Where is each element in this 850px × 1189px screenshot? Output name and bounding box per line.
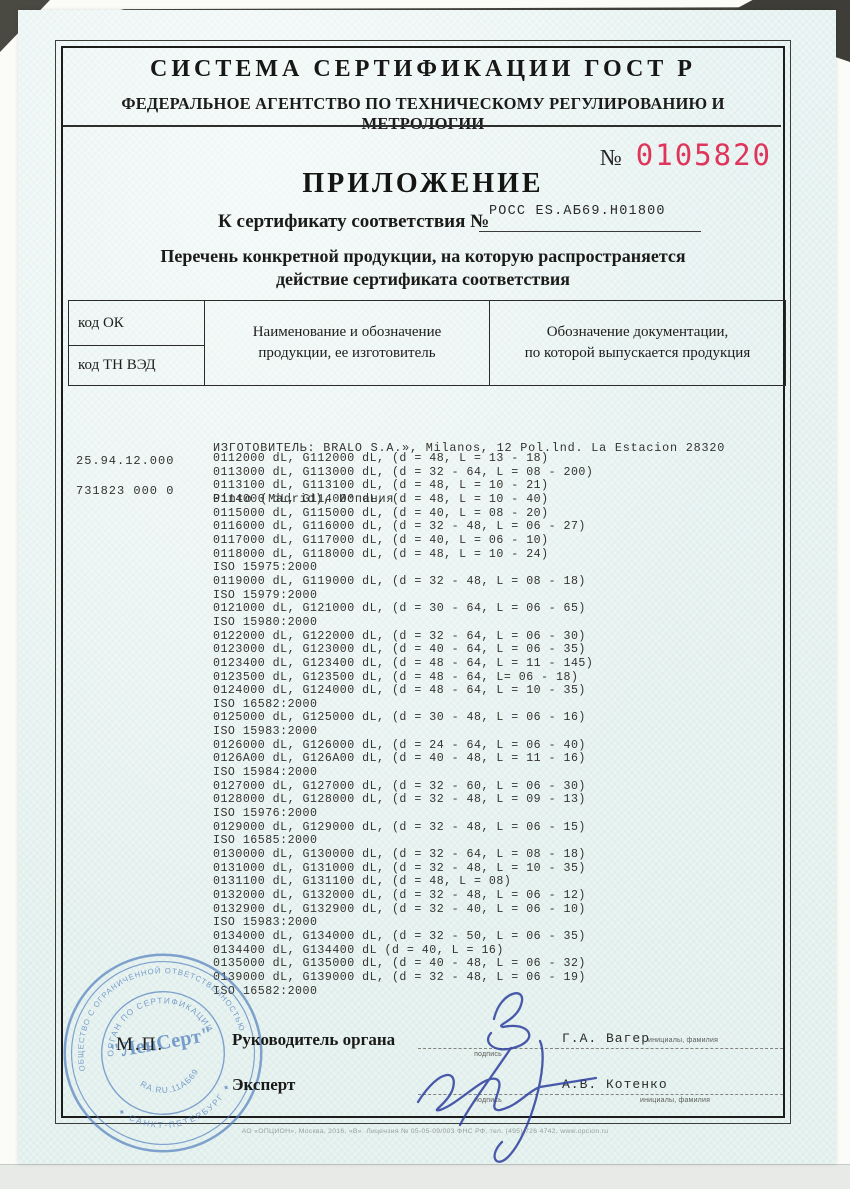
name-line-row1	[556, 1048, 783, 1049]
product-line: ISO 16582:2000	[213, 697, 318, 711]
ok-code-value: 25.94.12.000	[76, 454, 175, 468]
printing-house-imprint: АО «ОПЦИОН», Москва, 2016, «В». Лицензия…	[241, 1128, 609, 1135]
certificate-page	[18, 10, 836, 1164]
signature-stroke-head	[486, 992, 531, 1051]
agency-name: ФЕДЕРАЛЬНОЕ АГЕНТСТВО ПО ТЕХНИЧЕСКОМУ РЕ…	[121, 94, 725, 133]
product-line: 0123000 dL, G123000 dL, (d = 40 - 64, L …	[213, 643, 586, 657]
product-line: 0115000 dL, G115000 dL, (d = 40, L = 08 …	[213, 506, 549, 520]
head-of-body-name: Г.А. Вагер	[562, 1031, 651, 1046]
head-of-body-label: Руководитель органа	[232, 1030, 396, 1049]
expert-name: А.В. Котенко	[562, 1077, 668, 1092]
blank-number: № 0105820	[600, 138, 772, 172]
stamp-reg-number: RA.RU.11АБ69	[137, 1065, 204, 1102]
certificate-border-inner	[61, 46, 785, 1118]
table-cell-product-name: Наименование и обозначение продукции, ее…	[205, 301, 490, 385]
seal-place-mark: М.П.	[116, 1034, 165, 1055]
subtitle-line2: действие сертификата соответствия	[275, 269, 571, 289]
certification-body-stamp: ОБЩЕСТВО С ОГРАНИЧЕННОЙ ОТВЕТСТВЕННОСТЬЮ…	[58, 948, 263, 1153]
product-line: 0116000 dL, G116000 dL, (d = 32 - 48, L …	[213, 520, 586, 534]
stamp-outer-circle	[63, 953, 263, 1153]
subtitle-line1: Перечень конкретной продукции, на котору…	[160, 246, 686, 266]
product-line: 0130000 dL, G130000 dL, (d = 32 - 64, L …	[213, 848, 586, 862]
product-line: 0123400 dL, G123400 dL, (d = 48 - 64, L …	[213, 656, 594, 670]
product-line: 0125000 dL, G125000 dL, (d = 30 - 48, L …	[213, 711, 586, 725]
handwritten-signatures	[416, 992, 598, 1163]
table-cell-documentation-line1: Обозначение документации,	[546, 324, 729, 340]
product-line: 0134400 dL, G134400 dL (d = 40, L = 16)	[213, 943, 504, 957]
table-codes-column: код ОК код ТН ВЭД	[69, 301, 205, 385]
product-line: 0117000 dL, G117000 dL, (d = 40, L = 06 …	[213, 533, 549, 547]
product-line: 0121000 dL, G121000 dL, (d = 30 - 64, L …	[213, 602, 586, 616]
product-line: 0132900 dL, G132900 dL, (d = 32 - 40, L …	[213, 902, 586, 916]
signature-line-row1	[418, 1048, 558, 1049]
product-line: 0113100 dL, G113100 dL, (d = 48, L = 10 …	[213, 479, 549, 493]
product-line: ISO 15983:2000	[213, 916, 318, 930]
product-line: 0122000 dL, G122000 dL, (d = 32 - 64, L …	[213, 629, 586, 643]
product-line: 0132000 dL, G132000 dL, (d = 32 - 48, L …	[213, 889, 586, 902]
table-cell-ok-code: код ОК	[69, 301, 204, 346]
product-line: 0126A00 dL, G126A00 dL, (d = 40 - 48, L …	[213, 752, 586, 766]
table-cell-product-name-line2: продукции, ее изготовитель	[258, 345, 436, 361]
product-line: 0129000 dL, G129000 dL, (d = 32 - 48, L …	[213, 820, 586, 834]
signature-caption-row2: подпись	[474, 1097, 502, 1104]
manufacturer-line1: ИЗГОТОВИТЕЛЬ: BRALO S.A.», Milanos, 12 P…	[213, 441, 726, 455]
product-line: 0127000 dL, G127000 dL, (d = 32 - 60, L …	[213, 779, 586, 793]
name-caption-row1: инициалы, фамилия	[648, 1037, 719, 1044]
signature-caption-row1: подпись	[474, 1051, 502, 1058]
certificate-ref-label: К сертификату соответствия №	[218, 211, 490, 232]
table-cell-documentation: Обозначение документации, по которой вып…	[490, 301, 785, 385]
product-line: 0131000 dL, G131000 dL, (d = 32 - 48, L …	[213, 861, 586, 875]
signature-stroke-expert	[416, 1073, 598, 1112]
certificate-border-outer	[55, 40, 791, 1124]
product-line: 0131100 dL, G131100 dL, (d = 48, L = 08)	[213, 875, 512, 889]
certificate-ref-underline	[479, 231, 701, 232]
table-cell-documentation-line2: по которой выпускается продукция	[524, 345, 751, 361]
product-line: 0114000 dL, G114000 dL, (d = 48, L = 10 …	[213, 492, 549, 506]
table-cell-tnved-code: код ТН ВЭД	[78, 357, 156, 373]
certificate-ref-value: РОСС ES.АБ69.Н01800	[489, 204, 666, 219]
product-line: 0119000 dL, G119000 dL, (d = 32 - 48, L …	[213, 574, 586, 588]
manufacturer-block: ИЗГОТОВИТЕЛЬ: BRALO S.A.», Milanos, 12 P…	[213, 406, 725, 525]
product-line: 0134000 dL, G134000 dL, (d = 32 - 50, L …	[213, 929, 586, 943]
product-line: 0113000 dL, G113000 dL, (d = 32 - 64, L …	[213, 465, 594, 479]
signature-stroke-expert-tail	[493, 1039, 544, 1163]
stamp-inner-circle	[101, 991, 225, 1115]
product-line: 0128000 dL, G128000 dL, (d = 32 - 48, L …	[213, 793, 586, 807]
stamp-middle-circle	[70, 960, 256, 1146]
product-line: 0112000 dL, G112000 dL, (d = 48, L = 13 …	[213, 452, 549, 465]
tnved-code-value: 731823 000 0	[76, 484, 175, 498]
document-title: ПРИЛОЖЕНИЕ	[302, 168, 544, 199]
product-line: 0139000 dL, G139000 dL, (d = 32 - 48, L …	[213, 970, 586, 984]
product-line: ISO 15975:2000	[213, 561, 318, 575]
header-divider	[63, 125, 781, 127]
certification-system-title: СИСТЕМА СЕРТИФИКАЦИИ ГОСТ Р	[150, 56, 696, 82]
name-caption-row2: инициалы, фамилия	[640, 1097, 711, 1104]
product-line: 0123500 dL, G123500 dL, (d = 48 - 64, L=…	[213, 670, 579, 684]
product-line: ISO 15976:2000	[213, 807, 318, 821]
product-line: ISO 15979:2000	[213, 588, 318, 602]
product-line: 0118000 dL, G118000 dL, (d = 48, L = 10 …	[213, 547, 549, 561]
product-line: ISO 15980:2000	[213, 615, 318, 629]
blank-number-sign: №	[599, 145, 622, 170]
product-list: 0112000 dL, G112000 dL, (d = 48, L = 13 …	[213, 452, 593, 998]
manufacturer-line2: Pinto (Madrid), Испания	[213, 492, 395, 506]
product-line: ISO 15984:2000	[213, 766, 318, 780]
signature-stroke-head-tail	[458, 1046, 513, 1127]
name-line-row2	[556, 1094, 783, 1095]
product-line: ISO 15983:2000	[213, 725, 318, 739]
signature-line-row2	[418, 1094, 558, 1095]
product-line: ISO 16585:2000	[213, 834, 318, 848]
product-line: 0135000 dL, G135000 dL, (d = 40 - 48, L …	[213, 957, 586, 971]
products-table-header: код ОК код ТН ВЭД Наименование и обознач…	[68, 300, 786, 386]
scan-page-bottom-edge	[0, 1164, 850, 1189]
product-line: ISO 16582:2000	[213, 984, 318, 998]
blank-number-value: 0105820	[635, 138, 772, 172]
product-line: 0124000 dL, G124000 dL, (d = 48 - 64, L …	[213, 684, 586, 698]
expert-label: Эксперт	[232, 1075, 296, 1094]
table-cell-product-name-line1: Наименование и обозначение	[252, 324, 442, 340]
product-line: 0126000 dL, G126000 dL, (d = 24 - 64, L …	[213, 738, 586, 752]
